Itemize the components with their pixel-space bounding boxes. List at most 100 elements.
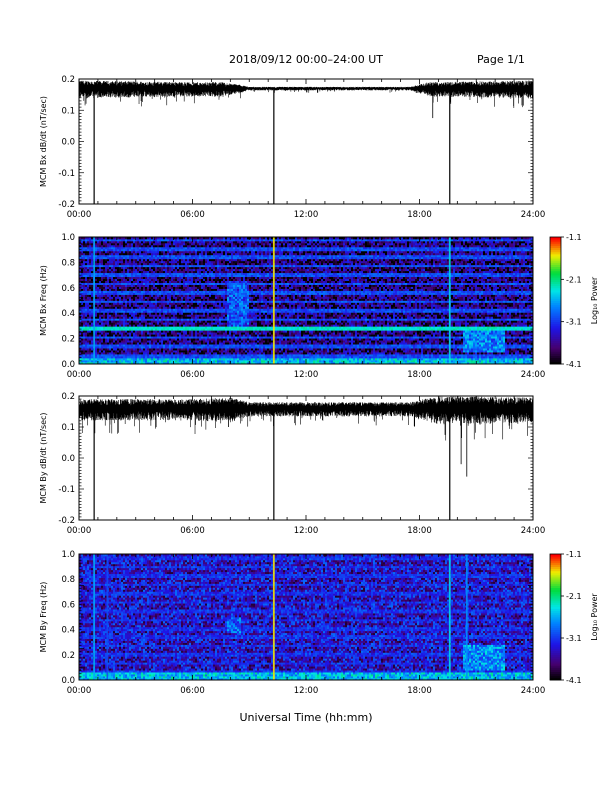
spectrogram-cell bbox=[167, 264, 170, 268]
spectrogram-cell bbox=[125, 362, 128, 365]
spectrogram-cell bbox=[167, 340, 170, 343]
spectrogram-cell bbox=[95, 246, 98, 250]
spectrogram-cell bbox=[195, 334, 198, 337]
spectrogram-cell bbox=[147, 310, 150, 313]
spectrogram-cell bbox=[187, 266, 190, 270]
spectrogram-cell bbox=[149, 264, 152, 268]
spectrogram-cell bbox=[215, 310, 218, 313]
spectrogram-cell bbox=[175, 352, 178, 355]
spectrogram-cell bbox=[175, 334, 178, 337]
spectrogram-cell bbox=[113, 282, 116, 285]
spectrogram-cell bbox=[219, 242, 222, 246]
spectrogram-cell bbox=[117, 246, 120, 250]
spectrogram-cell bbox=[107, 318, 110, 321]
spectrogram-cell bbox=[187, 284, 190, 287]
spectrogram-cell bbox=[219, 268, 222, 272]
spectrogram-cell bbox=[137, 306, 140, 309]
spectrogram-cell bbox=[87, 274, 90, 278]
spectrogram-cell bbox=[153, 294, 156, 297]
spectrogram-cell bbox=[211, 322, 214, 325]
spectrogram-cell bbox=[131, 286, 134, 289]
spectrogram-cell bbox=[79, 280, 82, 283]
spectrogram-cell bbox=[113, 326, 116, 329]
spectrogram-cell bbox=[169, 280, 172, 283]
spectrogram-cell bbox=[133, 244, 136, 248]
spectrogram-cell bbox=[143, 348, 146, 351]
spectrogram-cell bbox=[149, 270, 152, 274]
spectrogram-cell bbox=[95, 356, 98, 359]
spectrogram-cell bbox=[227, 308, 230, 311]
spectrogram-cell bbox=[79, 278, 82, 281]
spectrogram-cell bbox=[135, 252, 138, 256]
spectrogram-cell bbox=[153, 262, 156, 266]
spectrogram-cell bbox=[225, 316, 228, 319]
spectrogram-cell bbox=[99, 276, 102, 280]
spectrogram-cell bbox=[113, 292, 116, 295]
spectrogram-cell bbox=[145, 278, 148, 281]
spectrogram-cell bbox=[105, 272, 108, 276]
spectrogram-cell bbox=[81, 270, 84, 274]
spectrogram-cell bbox=[91, 336, 94, 339]
spectrogram-cell bbox=[97, 256, 100, 260]
spectrogram-cell bbox=[191, 260, 194, 264]
spectrogram-cell bbox=[137, 314, 140, 317]
spectrogram-cell bbox=[149, 346, 152, 349]
spectrogram-cell bbox=[107, 344, 110, 347]
spectrogram-cell bbox=[223, 256, 226, 260]
spectrogram-cell bbox=[197, 360, 200, 363]
spectrogram-cell bbox=[223, 274, 226, 278]
spectrogram-cell bbox=[201, 314, 204, 317]
spectrogram-cell bbox=[163, 354, 166, 357]
spectrogram-cell bbox=[109, 270, 112, 274]
spectrogram-cell bbox=[169, 290, 172, 293]
spectrogram-cell bbox=[179, 292, 182, 295]
spectrogram-cell bbox=[137, 324, 140, 327]
spectrogram-cell bbox=[135, 272, 138, 276]
spectrogram-cell bbox=[131, 328, 134, 331]
spectrogram-cell bbox=[129, 282, 132, 285]
spectrogram-cell bbox=[111, 270, 114, 274]
spectrogram-cell bbox=[187, 264, 190, 268]
spectrogram-cell bbox=[89, 264, 92, 268]
spectrogram-cell bbox=[165, 308, 168, 311]
spectrogram-cell bbox=[91, 250, 94, 254]
spectrogram-cell bbox=[111, 244, 114, 248]
spectrogram-cell bbox=[109, 324, 112, 327]
spectrogram-cell bbox=[219, 302, 222, 305]
spectrogram-cell bbox=[125, 356, 128, 359]
spectrogram-cell bbox=[115, 270, 118, 274]
spectrogram-cell bbox=[135, 240, 138, 244]
spectrogram-cell bbox=[165, 348, 168, 351]
spectrogram-cell bbox=[139, 350, 142, 353]
spectrogram-cell bbox=[153, 250, 156, 254]
spectrogram-cell bbox=[179, 362, 182, 365]
spectrogram-cell bbox=[109, 278, 112, 281]
spectrogram-cell bbox=[105, 332, 108, 335]
spectrogram-cell bbox=[165, 264, 168, 268]
spectrogram-cell bbox=[221, 258, 224, 262]
spectrogram-cell bbox=[159, 354, 162, 357]
spectrogram-cell bbox=[141, 260, 144, 264]
spectrogram-cell bbox=[105, 306, 108, 309]
spectrogram-cell bbox=[119, 340, 122, 343]
spectrogram-cell bbox=[169, 268, 172, 272]
spectrogram-cell bbox=[81, 278, 84, 281]
spectrogram-cell bbox=[205, 358, 208, 361]
spectrogram-cell bbox=[135, 356, 138, 359]
spectrogram-cell bbox=[157, 262, 160, 266]
spectrogram-cell bbox=[193, 362, 196, 365]
spectrogram-cell bbox=[145, 346, 148, 349]
spectrogram-cell bbox=[107, 326, 110, 329]
spectrogram-cell bbox=[163, 260, 166, 264]
spectrogram-cell bbox=[109, 344, 112, 347]
spectrogram-cell bbox=[113, 288, 116, 291]
spectrogram-cell bbox=[207, 242, 210, 246]
spectrogram-cell bbox=[165, 358, 168, 361]
spectrogram-cell bbox=[87, 344, 90, 347]
spectrogram-cell bbox=[183, 346, 186, 349]
spectrogram-cell bbox=[169, 278, 172, 281]
spectrogram-cell bbox=[225, 266, 228, 270]
spectrogram-cell bbox=[147, 237, 150, 240]
spectrogram-cell bbox=[81, 294, 84, 297]
spectrogram-cell bbox=[209, 244, 212, 248]
